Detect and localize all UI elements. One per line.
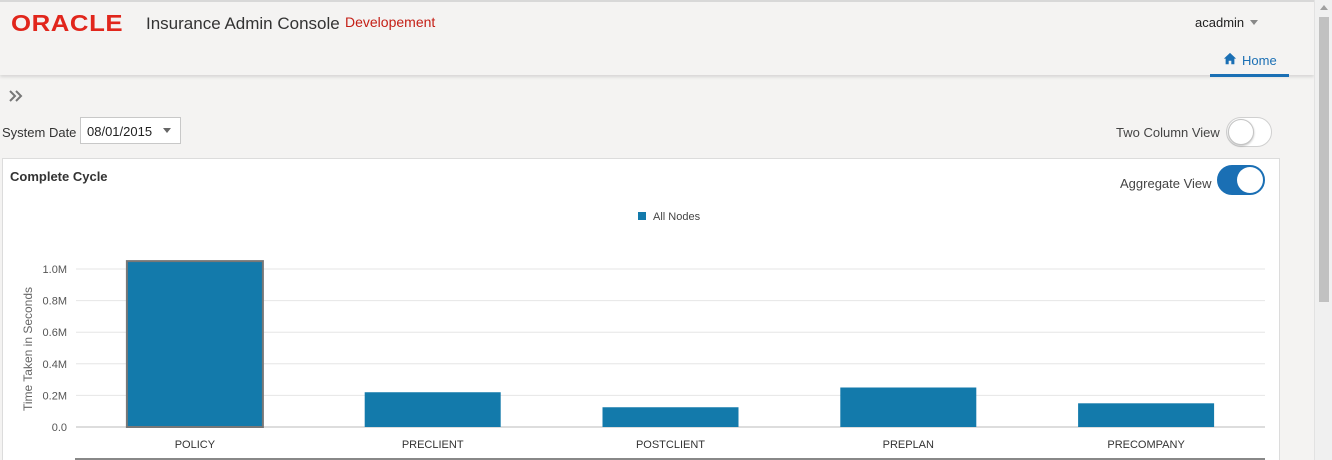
y-tick-label: 0.8M xyxy=(43,296,67,308)
user-menu[interactable]: acadmin xyxy=(1195,15,1245,30)
y-tick-label: 0.4M xyxy=(43,359,67,371)
x-category-label: PREPLAN xyxy=(883,439,934,451)
legend-label: All Nodes xyxy=(653,211,701,223)
y-tick-label: 0.2M xyxy=(43,390,67,402)
bar-preclient[interactable] xyxy=(364,392,501,427)
toggle-knob xyxy=(1228,119,1254,145)
environment-label: Developement xyxy=(345,14,436,30)
aggregate-view-toggle[interactable] xyxy=(1217,165,1265,195)
app-title: Insurance Admin Console xyxy=(146,14,340,33)
complete-cycle-bar-chart: All Nodes Time Taken in Seconds 0.0 0.2M 0… xyxy=(21,211,1265,460)
vertical-scrollbar[interactable] xyxy=(1314,0,1332,460)
tab-home[interactable]: Home xyxy=(1210,46,1289,77)
panel-title: Complete Cycle xyxy=(10,169,108,184)
bar-preplan[interactable] xyxy=(840,387,977,428)
complete-cycle-panel: Complete Cycle Aggregate View All Nodes … xyxy=(2,158,1280,460)
x-category-label: PRECOMPANY xyxy=(1107,439,1185,451)
system-date-label: System Date xyxy=(2,125,77,140)
chevron-down-icon[interactable] xyxy=(1250,20,1258,25)
tab-home-label: Home xyxy=(1242,53,1277,68)
chart-legend: All Nodes xyxy=(638,211,701,223)
x-category-label: PRECLIENT xyxy=(402,439,464,451)
oracle-logo: ORACLE xyxy=(11,10,124,36)
bar-policy[interactable] xyxy=(125,260,264,428)
scrollbar-thumb[interactable] xyxy=(1319,17,1329,302)
scroll-up-arrow-icon[interactable] xyxy=(1320,5,1328,10)
x-category-label: POLICY xyxy=(175,439,216,451)
y-axis-title: Time Taken in Seconds xyxy=(21,287,35,411)
chevron-down-icon[interactable] xyxy=(163,128,171,133)
two-column-view-label: Two Column View xyxy=(1116,125,1220,140)
y-tick-label: 1.0M xyxy=(43,264,67,276)
app-header: ORACLE Insurance Admin Console Developem… xyxy=(0,0,1314,77)
y-tick-label: 0.6M xyxy=(43,327,67,339)
aggregate-view-label: Aggregate View xyxy=(1120,176,1212,191)
x-category-label: POSTCLIENT xyxy=(636,439,705,451)
bar-precompany[interactable] xyxy=(1078,403,1215,427)
bar-postclient[interactable] xyxy=(602,407,739,427)
home-icon xyxy=(1223,52,1237,65)
expand-sidebar-icon[interactable] xyxy=(8,88,24,104)
y-tick-label: 0.0 xyxy=(52,422,67,434)
toggle-knob xyxy=(1237,167,1263,193)
two-column-view-toggle[interactable] xyxy=(1226,117,1272,147)
legend-swatch xyxy=(638,212,646,220)
